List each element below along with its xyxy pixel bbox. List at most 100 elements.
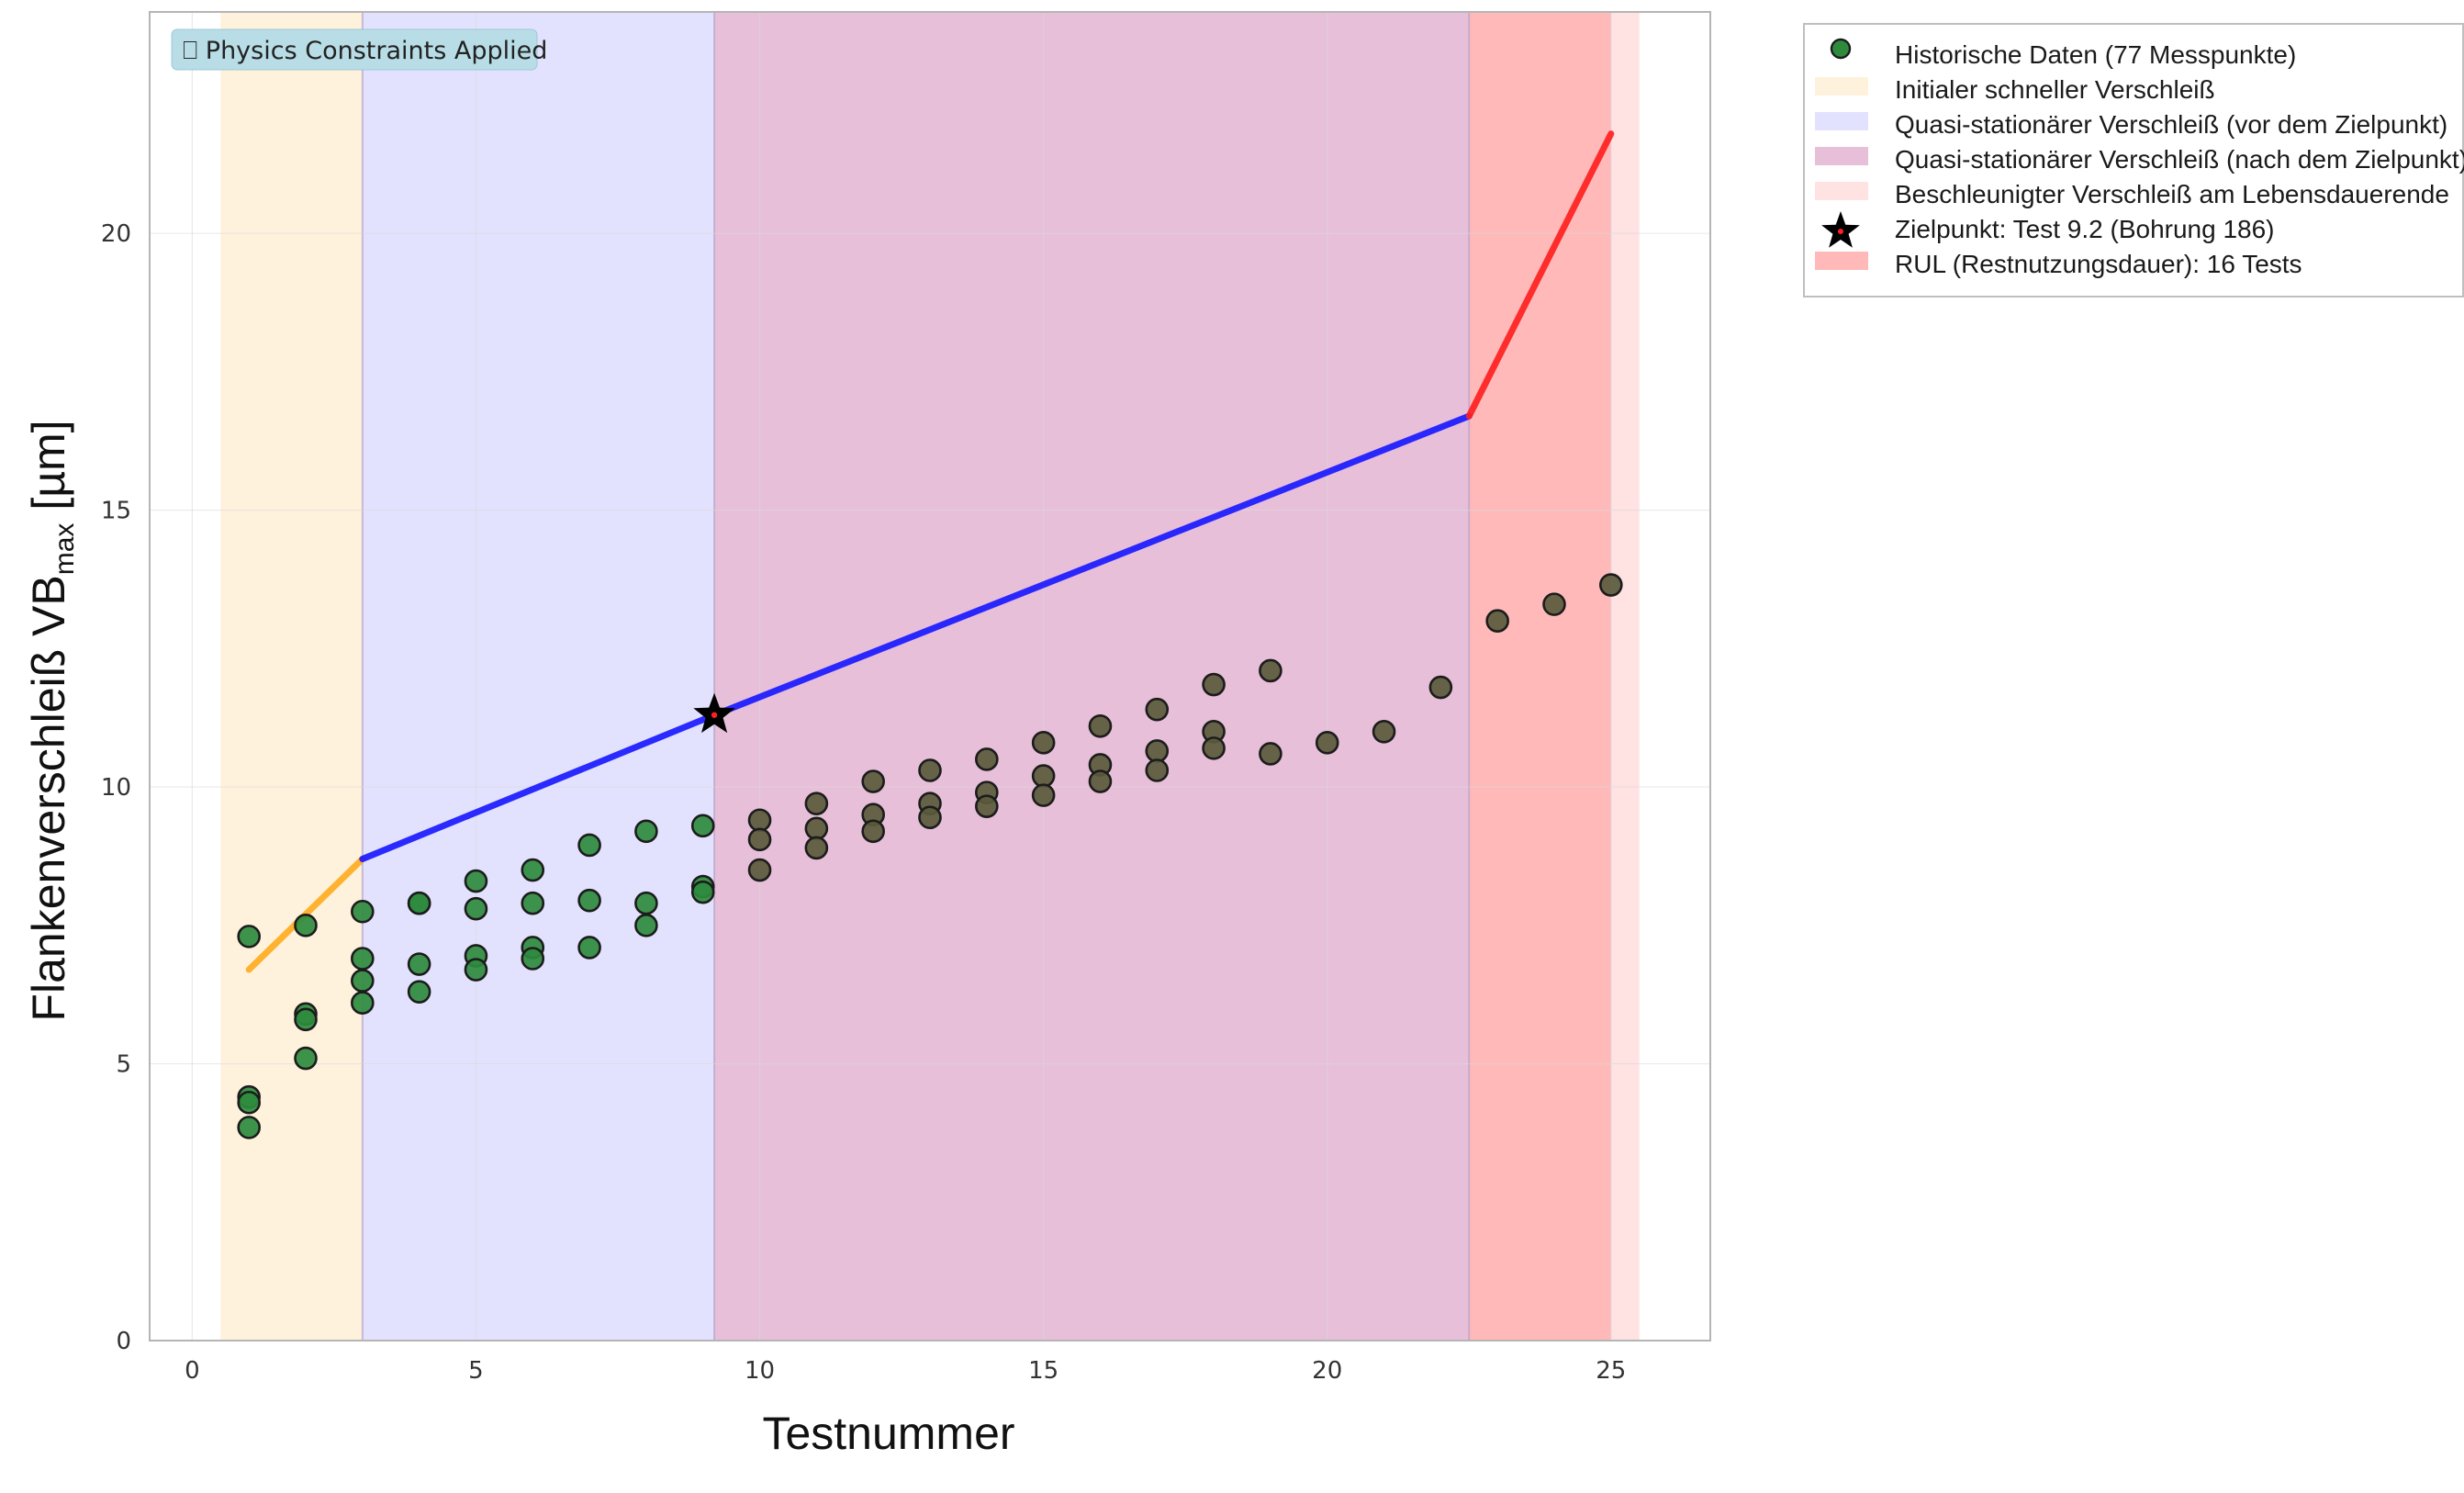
data-point-9 xyxy=(351,947,375,971)
y-tick-label-15: 15 xyxy=(101,498,131,525)
curve-2 xyxy=(1465,130,1615,420)
data-point-6 xyxy=(294,1007,318,1032)
data-point-32 xyxy=(690,880,715,904)
data-point-13 xyxy=(407,891,431,915)
data-point-49 xyxy=(1031,764,1056,788)
data-point-29 xyxy=(634,914,658,937)
data-point-41 xyxy=(861,819,885,844)
data-point-7 xyxy=(294,1046,318,1071)
data-point-63 xyxy=(1372,719,1396,744)
data-point-26 xyxy=(577,936,601,960)
data-point-2 xyxy=(237,1090,261,1115)
region-1 xyxy=(362,12,715,1341)
y-axis-label-unit: [µm] xyxy=(23,420,74,522)
data-point-24 xyxy=(577,833,601,858)
data-point-38 xyxy=(804,836,829,860)
legend-icon-rul xyxy=(1815,252,1868,270)
data-point-54 xyxy=(1145,697,1170,722)
data-point-33 xyxy=(747,808,772,833)
data-point-67 xyxy=(1599,573,1623,597)
axis-ticks: 0 5 10 15 20 25 0 5 10 15 20 xyxy=(101,220,1626,1385)
data-point-61 xyxy=(1259,742,1282,766)
legend-icon-accelerated xyxy=(1815,182,1868,200)
data-point-21 xyxy=(521,891,545,915)
data-point-30 xyxy=(690,814,715,838)
y-axis-label-main: Flankenverschleiß VB xyxy=(23,575,74,1021)
data-point-60 xyxy=(1259,658,1282,683)
y-axis-label: Flankenverschleiß VBmax [µm] xyxy=(23,420,80,1021)
legend-label-initial: Initialer schneller Verschleiß xyxy=(1895,75,2215,104)
legend-icon-initial xyxy=(1815,77,1868,95)
x-tick-label-15: 15 xyxy=(1028,1357,1058,1385)
target-marker xyxy=(693,692,735,734)
data-point-62 xyxy=(1315,731,1339,755)
data-point-51 xyxy=(1088,713,1113,738)
data-point-3 xyxy=(237,1116,261,1139)
data-point-42 xyxy=(918,758,942,782)
legend-icon-steady-after xyxy=(1815,147,1868,165)
x-tick-label-0: 0 xyxy=(185,1357,200,1385)
target-center-dot xyxy=(711,712,718,718)
data-point-55 xyxy=(1145,739,1170,763)
x-axis-label: Testnummer xyxy=(762,1408,1014,1459)
legend-icon-dot-target xyxy=(1838,229,1843,234)
legend-label-target: Zielpunkt: Test 9.2 (Bohrung 186) xyxy=(1895,215,2275,243)
x-tick-label-20: 20 xyxy=(1312,1357,1342,1385)
badge-background xyxy=(171,28,538,71)
data-point-8 xyxy=(351,899,375,924)
data-point-39 xyxy=(861,769,885,793)
data-point-53 xyxy=(1088,769,1113,793)
data-point-34 xyxy=(747,827,772,852)
y-tick-label-10: 10 xyxy=(101,774,131,802)
legend-icon-steady-before xyxy=(1815,112,1868,130)
region-4 xyxy=(1469,12,1611,1341)
data-point-48 xyxy=(1031,731,1056,755)
legend-label-scatter: Historische Daten (77 Messpunkte) xyxy=(1895,40,2296,69)
data-point-14 xyxy=(407,952,431,976)
data-point-35 xyxy=(747,858,772,882)
data-point-23 xyxy=(521,947,545,971)
plot-border xyxy=(149,11,1711,1341)
data-point-20 xyxy=(521,858,545,882)
data-point-15 xyxy=(407,980,431,1004)
data-point-65 xyxy=(1485,609,1509,634)
y-tick-label-20: 20 xyxy=(101,220,131,248)
data-point-37 xyxy=(804,816,829,841)
data-point-17 xyxy=(464,896,488,921)
data-point-0 xyxy=(237,925,261,949)
data-point-36 xyxy=(804,791,829,815)
region-2 xyxy=(714,12,1470,1341)
data-point-47 xyxy=(975,794,999,818)
data-point-11 xyxy=(351,991,375,1016)
badge-text: ⎕ Physics Constraints Applied xyxy=(183,37,547,65)
legend-label-steady-after: Quasi-stationärer Verschleiß (nach dem Z… xyxy=(1895,145,2464,174)
data-point-19 xyxy=(464,958,488,982)
data-point-64 xyxy=(1428,675,1453,700)
legend-label-accelerated: Beschleunigter Verschleiß am Lebensdauer… xyxy=(1895,180,2449,208)
data-point-27 xyxy=(634,819,658,844)
data-point-57 xyxy=(1202,672,1226,697)
data-point-16 xyxy=(464,869,488,893)
data-point-50 xyxy=(1031,783,1056,807)
legend-icon-scatter xyxy=(1830,38,1852,60)
x-tick-label-10: 10 xyxy=(745,1357,775,1385)
data-point-10 xyxy=(351,969,375,993)
legend-box xyxy=(1803,23,2464,297)
physics-constraints-badge: ⎕ Physics Constraints Applied xyxy=(171,28,547,71)
region-0 xyxy=(220,12,363,1341)
plot-frame xyxy=(149,11,1711,1341)
y-tick-label-5: 5 xyxy=(116,1051,131,1079)
data-point-44 xyxy=(918,805,942,830)
wear-phase-regions xyxy=(220,12,1640,1341)
legend: Historische Daten (77 Messpunkte) Initial… xyxy=(1803,23,2464,297)
x-tick-label-25: 25 xyxy=(1596,1357,1626,1385)
x-tick-label-5: 5 xyxy=(468,1357,484,1385)
data-point-28 xyxy=(634,891,658,915)
data-point-56 xyxy=(1145,758,1170,782)
data-point-59 xyxy=(1202,736,1226,760)
y-axis-label-subscript: max xyxy=(50,523,80,576)
grid-lines xyxy=(150,12,1710,1341)
data-point-66 xyxy=(1542,592,1566,616)
legend-label-steady-before: Quasi-stationärer Verschleiß (vor dem Zi… xyxy=(1895,110,2447,139)
data-point-25 xyxy=(577,888,601,913)
